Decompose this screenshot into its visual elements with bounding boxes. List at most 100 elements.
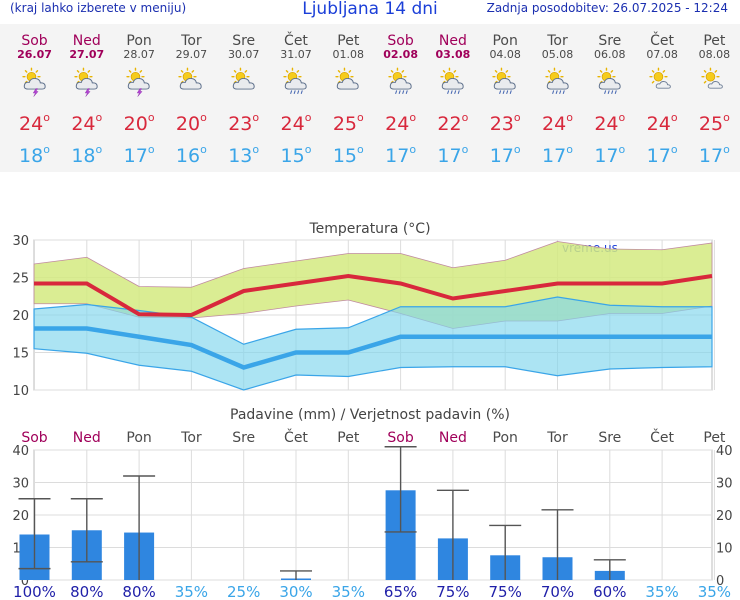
day-name: Pet <box>703 33 726 49</box>
min-temp: 17o <box>123 143 155 167</box>
precipitation-day-label: Sre <box>232 430 255 446</box>
precipitation-probability-label: 75% <box>436 583 469 600</box>
precipitation-probability-label: 75% <box>489 583 522 600</box>
precipitation-day-label: Pet <box>703 430 726 446</box>
day-date: 27.07 <box>69 48 105 61</box>
day-name: Pon <box>126 33 152 49</box>
location-menu-note[interactable]: (kraj lahko izberete v meniju) <box>10 1 187 15</box>
day-column: Pon 28.07 20o 17o <box>113 24 165 167</box>
max-temp: 23o <box>228 111 260 135</box>
daily-forecast-strip: Sob 26.07 24o 18o Ned 27.07 24o 18o Pon 28.07 20o 1… <box>0 24 740 172</box>
cloudy-sun-icon <box>231 67 255 90</box>
day-name: Sob <box>387 33 414 49</box>
precipitation-probability-label: 25% <box>227 583 260 600</box>
day-column: Pon 04.08 23o 17o <box>479 24 531 167</box>
precipitation-day-label: Pon <box>493 430 518 446</box>
max-temp-value: 24 <box>646 113 671 135</box>
day-date: 30.07 <box>227 48 260 61</box>
day-date: 31.07 <box>280 48 312 61</box>
temperature-chart-title: Temperatura (°C) <box>308 221 430 237</box>
storm-sun-icon <box>126 67 150 97</box>
min-temp-value: 17 <box>646 145 671 167</box>
max-temp-value: 25 <box>698 113 724 135</box>
max-temp-value: 24 <box>385 113 410 135</box>
precipitation-day-label: Ned <box>73 430 101 446</box>
temperature-y-tick: 10 <box>12 384 29 399</box>
cloudy-sun-icon <box>335 67 359 90</box>
day-name: Tor <box>181 33 202 49</box>
max-temp-value: 25 <box>332 113 358 135</box>
rain-sun-icon <box>283 67 307 94</box>
day-column: Tor 29.07 20o 16o <box>165 24 217 167</box>
max-temp: 22o <box>437 111 469 135</box>
min-temp-value: 16 <box>175 145 201 167</box>
min-temp-value: 17 <box>542 145 567 167</box>
day-column: Sob 26.07 24o 18o <box>9 24 61 167</box>
partly-cloudy-sun-icon <box>701 67 724 89</box>
max-temp-value: 24 <box>19 113 44 135</box>
min-temp: 17o <box>542 143 573 167</box>
min-temp-value: 17 <box>489 145 514 167</box>
min-temp-value: 17 <box>594 145 619 167</box>
day-date: 02.08 <box>383 48 418 61</box>
min-temp: 16o <box>175 143 207 167</box>
day-name: Sob <box>21 33 48 49</box>
min-temp: 17o <box>489 143 521 167</box>
rain-sun-icon <box>440 67 464 94</box>
precipitation-probability-label: 35% <box>175 583 208 600</box>
precipitation-probability-label: 80% <box>70 583 103 600</box>
day-column: Sob 02.08 24o 17o <box>375 24 427 167</box>
precipitation-probability-label: 80% <box>122 583 155 600</box>
day-name: Sre <box>598 33 622 49</box>
max-temp: 24o <box>280 111 312 135</box>
min-temp-value: 15 <box>332 145 358 167</box>
temperature-y-tick: 30 <box>12 234 29 249</box>
precipitation-probability-label: 30% <box>279 583 312 600</box>
day-date: 08.08 <box>698 48 731 61</box>
min-temp: 17o <box>698 143 730 167</box>
day-date: 01.08 <box>332 48 365 61</box>
max-temp: 20o <box>175 111 207 135</box>
max-temp: 24o <box>71 111 103 135</box>
day-name: Čet <box>650 33 675 49</box>
precipitation-y-tick-right: 0 <box>716 574 724 589</box>
rain-sun-icon <box>492 67 516 94</box>
day-date: 06.08 <box>594 48 626 61</box>
precipitation-day-label: Sob <box>21 430 47 446</box>
precipitation-y-tick-left: 40 <box>12 444 29 459</box>
page-header: (kraj lahko izberete v meniju) Ljubljana… <box>0 0 740 22</box>
precipitation-y-tick-right: 10 <box>716 542 733 557</box>
day-name: Sre <box>232 33 256 49</box>
precipitation-day-label: Pon <box>126 430 151 446</box>
precipitation-y-tick-left: 20 <box>12 509 29 524</box>
min-temp: 15o <box>332 143 364 167</box>
day-date: 26.07 <box>17 48 52 61</box>
max-temp: 24o <box>385 111 417 135</box>
max-temp: 23o <box>489 111 521 135</box>
temperature-y-tick: 25 <box>12 272 29 287</box>
min-temp-value: 17 <box>698 145 724 167</box>
precipitation-day-label: Tor <box>546 430 568 446</box>
day-column: Sre 06.08 24o 17o <box>584 24 636 167</box>
precipitation-probability-label: 35% <box>698 583 731 600</box>
min-temp: 15o <box>280 143 312 167</box>
precipitation-y-tick-left: 0 <box>21 574 29 589</box>
max-temp-value: 24 <box>542 113 567 135</box>
max-temp-value: 23 <box>489 113 514 135</box>
max-temp-value: 23 <box>228 113 253 135</box>
min-temp-value: 18 <box>71 145 96 167</box>
day-name: Pon <box>492 33 518 49</box>
day-name: Tor <box>547 33 568 49</box>
min-temp-value: 17 <box>123 145 148 167</box>
max-temp: 24o <box>19 111 50 135</box>
precipitation-chart-title: Padavine (mm) / Verjetnost padavin (%) <box>230 407 510 423</box>
min-temp-value: 13 <box>228 145 253 167</box>
precipitation-day-label: Sre <box>598 430 621 446</box>
rain-sun-icon <box>544 67 569 94</box>
storm-sun-icon <box>21 67 46 97</box>
max-temp: 24o <box>542 111 573 135</box>
max-temp: 20o <box>123 111 155 135</box>
precipitation-y-tick-right: 40 <box>716 444 733 459</box>
day-name: Čet <box>284 33 308 49</box>
precipitation-day-label: Čet <box>284 428 308 446</box>
